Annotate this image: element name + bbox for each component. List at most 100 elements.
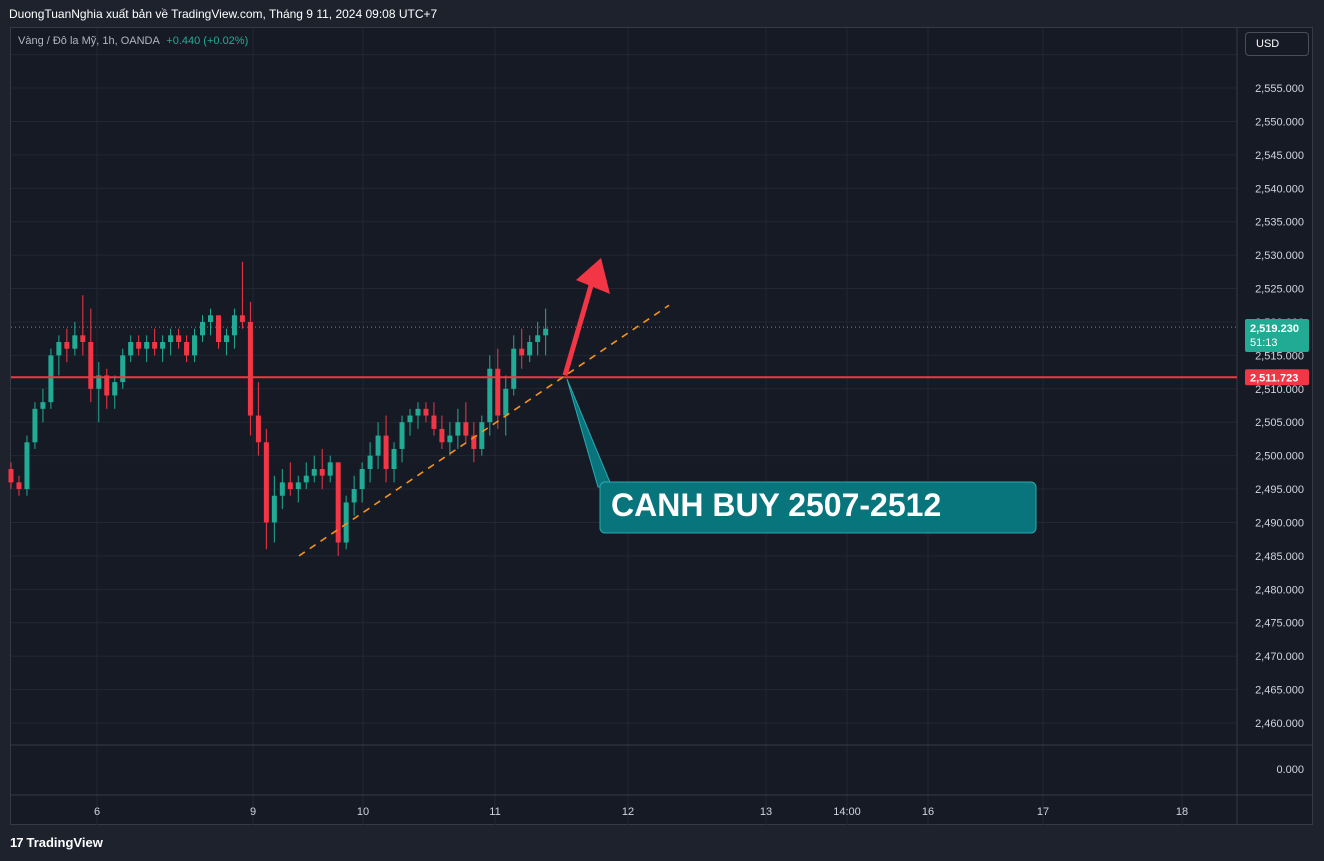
candle-body (247, 321, 253, 416)
price-tick-label: 2,540.000 (1255, 183, 1304, 195)
time-tick-label: 6 (94, 806, 100, 818)
price-tick-label: 2,515.000 (1255, 350, 1304, 362)
candle-body (231, 315, 237, 336)
time-tick-label: 9 (250, 806, 256, 818)
candle-body (160, 342, 166, 349)
candle-body (271, 495, 277, 523)
symbol-title: Vàng / Đô la Mỹ, 1h, OANDA (18, 35, 160, 47)
candle-body (415, 408, 421, 416)
price-tick-label: 2,535.000 (1255, 217, 1304, 229)
candle-body (32, 408, 38, 443)
time-tick-label: 18 (1176, 806, 1188, 818)
candle-body (383, 435, 389, 470)
candle-body (367, 455, 373, 470)
last-price-value: 2,519.230 (1250, 323, 1299, 335)
price-tick-label: 2,475.000 (1255, 618, 1304, 630)
candle-body (335, 462, 341, 543)
currency-button[interactable]: USD (1245, 32, 1309, 56)
last-price-countdown: 51:13 (1250, 337, 1278, 349)
candle-body (223, 335, 229, 343)
candle-body (527, 342, 533, 356)
candle-body (192, 335, 198, 356)
time-tick-label: 12 (622, 806, 634, 818)
drawings[interactable]: CANH BUY 2507-2512 (11, 258, 1237, 557)
candle-body (200, 321, 206, 336)
candle-body (423, 408, 429, 416)
candle-body (375, 435, 381, 456)
candle-body (8, 469, 14, 483)
price-tick-label: 2,505.000 (1255, 417, 1304, 429)
candle-body (431, 415, 437, 429)
candle-body (16, 482, 22, 490)
price-tick-label: 2,550.000 (1255, 116, 1304, 128)
candle-body (399, 422, 405, 449)
candle-body (519, 348, 525, 356)
support-price-badge (1245, 369, 1309, 386)
callout-text: CANH BUY 2507-2512 (611, 487, 941, 523)
candle-body (479, 422, 485, 449)
trendline[interactable] (298, 304, 670, 557)
price-tick-label: 2,465.000 (1255, 685, 1304, 697)
candle-body (319, 469, 325, 476)
candle-body (311, 469, 317, 476)
candle-body (359, 469, 365, 490)
axes: 2,460.000 2,465.000 2,470.000 2,475.000 2,48… (94, 83, 1309, 818)
chart-frame[interactable] (10, 27, 1313, 825)
candle-body (303, 475, 309, 483)
candle-body (407, 415, 413, 423)
candle-body (439, 428, 445, 443)
price-tick-label: 2,530.000 (1255, 250, 1304, 262)
candle-body (487, 368, 493, 423)
candle-body (263, 442, 269, 523)
candle-body (343, 502, 349, 543)
price-tick-label: 2,470.000 (1255, 651, 1304, 663)
symbol-change: +0.440 (+0.02%) (166, 35, 249, 47)
candle-body (503, 388, 509, 416)
candle-body (327, 462, 333, 476)
candle-body (40, 402, 46, 409)
lower-pane-tick-label: 0.000 (1276, 764, 1304, 776)
tradingview-logo-icon: 17 (10, 835, 24, 850)
candle-body (295, 482, 301, 490)
candle-body (208, 315, 213, 322)
tradingview-brand[interactable]: 17 TradingView (10, 835, 103, 850)
candle-body (184, 342, 190, 356)
candle-body (495, 368, 501, 416)
candle-body (447, 435, 453, 443)
brand-label: TradingView (26, 835, 103, 850)
price-tick-label: 2,490.000 (1255, 517, 1304, 529)
candle-body (72, 335, 78, 349)
candle-body (24, 442, 30, 490)
candle-body (96, 375, 102, 389)
price-tick-label: 2,495.000 (1255, 484, 1304, 496)
support-price-value: 2,511.723 (1250, 372, 1298, 384)
price-tick-label: 2,460.000 (1255, 718, 1304, 730)
symbol-legend[interactable]: Vàng / Đô la Mỹ, 1h, OANDA +0.440 (+0.02… (18, 35, 248, 47)
last-price-badge (1245, 319, 1309, 352)
candle-body (391, 448, 397, 470)
callout-box[interactable] (599, 481, 1037, 534)
candle-body (463, 422, 469, 436)
candle-body (152, 342, 158, 349)
publish-info: DuongTuanNghia xuất bản về TradingView.c… (9, 7, 438, 21)
candle-body (56, 342, 62, 356)
candle-body (255, 415, 261, 443)
price-tick-label: 2,485.000 (1255, 551, 1304, 563)
price-tick-label: 2,525.000 (1255, 284, 1304, 296)
candle-body (351, 489, 357, 503)
candle-body (287, 482, 293, 490)
candle-body (128, 342, 134, 356)
up-arrow[interactable] (562, 267, 599, 376)
up-arrow-head (576, 258, 610, 294)
time-tick-label: 16 (922, 806, 934, 818)
candle-body (535, 335, 541, 343)
candle-body (471, 435, 477, 449)
candle-body (455, 422, 461, 436)
candle-body (104, 375, 110, 396)
candle-body (136, 342, 142, 349)
candle-body (168, 335, 174, 343)
candle-body (112, 382, 118, 396)
callout-pointer (566, 378, 613, 488)
candle-body (511, 348, 517, 389)
